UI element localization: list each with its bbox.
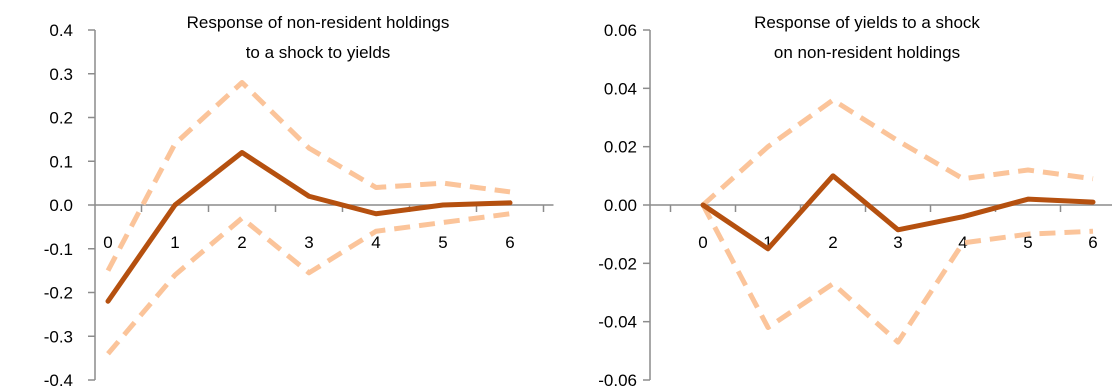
left-y-tick-label: -0.2 — [44, 284, 73, 303]
left-y-tick-label: 0.4 — [49, 21, 73, 40]
left-y-tick-label: 0.1 — [49, 152, 73, 171]
right-x-tick-label: 2 — [828, 233, 837, 252]
left-x-tick-label: 0 — [103, 233, 112, 252]
left-x-tick-label: 2 — [237, 233, 246, 252]
left-y-tick-label: 0.0 — [49, 196, 73, 215]
right-x-tick-label: 6 — [1088, 233, 1097, 252]
right-x-tick-label: 3 — [893, 233, 902, 252]
left-x-tick-label: 6 — [505, 233, 514, 252]
right-x-tick-label: 1 — [763, 233, 772, 252]
left-series-estimate-line — [105, 150, 513, 304]
left-x-tick-label: 1 — [170, 233, 179, 252]
chart-left-response-holdings: Response of non-resident holdings to a sh… — [44, 13, 554, 390]
left-x-tick-label: 5 — [438, 233, 447, 252]
right-x-tick-label: 0 — [698, 233, 707, 252]
right-series-upper-band — [701, 97, 1094, 207]
left-y-tick-label: -0.4 — [44, 371, 73, 390]
right-y-tick-label: 0.04 — [604, 79, 637, 98]
right-chart-title-line-2: on non-resident holdings — [774, 43, 960, 62]
right-y-tick-label: -0.02 — [598, 254, 637, 273]
right-chart-title-line-1: Response of yields to a shock — [754, 13, 980, 32]
right-y-tick-label: 0.00 — [604, 196, 637, 215]
left-y-tick-label: -0.1 — [44, 240, 73, 259]
left-y-tick-label: 0.2 — [49, 109, 73, 128]
right-y-tick-label: -0.04 — [598, 313, 637, 332]
left-series-lower-band — [106, 211, 511, 356]
left-chart-title-line-1: Response of non-resident holdings — [187, 13, 450, 32]
left-y-tick-label: -0.3 — [44, 327, 73, 346]
left-series-upper-band — [105, 80, 511, 272]
left-x-tick-label: 4 — [371, 233, 380, 252]
right-x-tick-label: 5 — [1023, 233, 1032, 252]
right-series-lower-band — [700, 203, 1094, 345]
right-series-estimate-line — [700, 173, 1096, 252]
right-x-tick-label: 4 — [958, 233, 967, 252]
chart-right-response-yields: Response of yields to a shock on non-resi… — [598, 13, 1112, 390]
right-y-tick-label: 0.02 — [604, 138, 637, 157]
left-y-tick-label: 0.3 — [49, 65, 73, 84]
right-y-tick-label: 0.06 — [604, 21, 637, 40]
right-y-tick-label: -0.06 — [598, 371, 637, 390]
left-chart-title-line-2: to a shock to yields — [246, 43, 391, 62]
left-x-tick-label: 3 — [304, 233, 313, 252]
